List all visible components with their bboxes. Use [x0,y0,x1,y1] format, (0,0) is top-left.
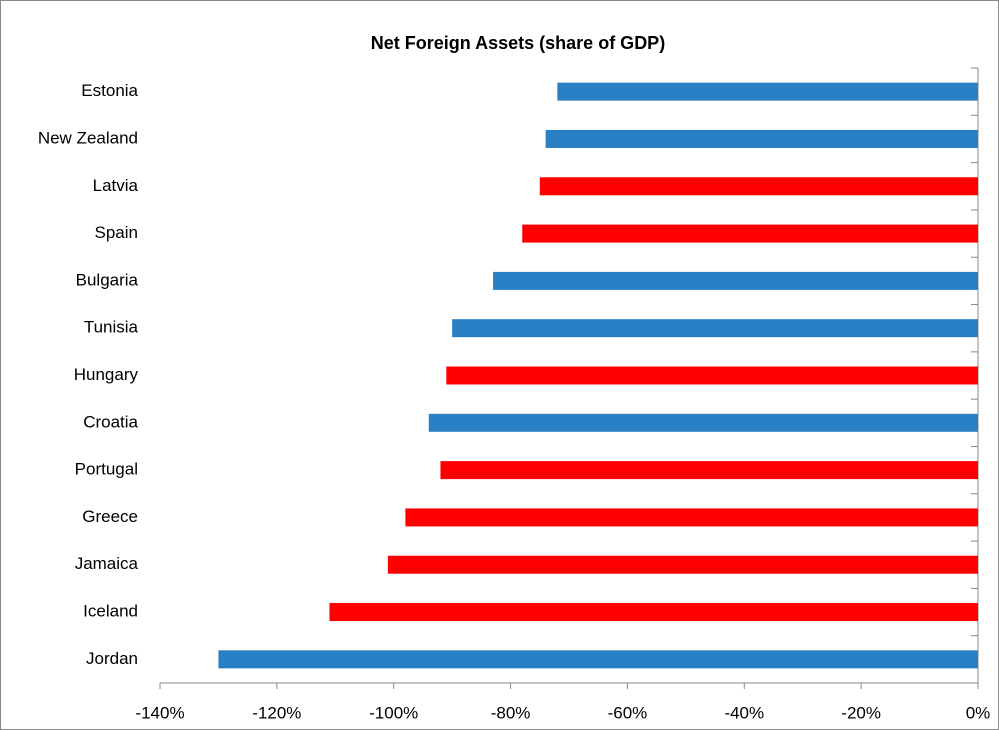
y-tick-label: Croatia [83,412,138,431]
bar [522,224,978,243]
y-tick-label: Tunisia [84,318,139,337]
bar [446,366,978,385]
x-tick-label: -140% [135,703,184,722]
y-tick-label: New Zealand [38,128,138,147]
bar [329,603,978,622]
y-tick-label: Jamaica [75,554,139,573]
bar [539,177,978,196]
y-tick-label: Bulgaria [76,270,139,289]
bar [440,461,978,480]
bar [493,271,978,290]
bar [405,508,978,527]
y-tick-label: Latvia [93,176,139,195]
bar [557,82,978,101]
y-tick-label: Hungary [74,365,139,384]
bar [452,319,979,338]
x-tick-label: -40% [724,703,764,722]
bar [428,413,978,432]
x-tick-label: -60% [608,703,648,722]
x-tick-label: -120% [252,703,301,722]
y-tick-label: Iceland [83,602,138,621]
x-tick-label: 0% [966,703,991,722]
y-tick-label: Estonia [81,81,138,100]
chart-title: Net Foreign Assets (share of GDP) [371,33,665,53]
x-tick-label: -100% [369,703,418,722]
y-tick-label: Spain [95,223,138,242]
y-tick-label: Jordan [86,649,138,668]
bar [387,555,978,574]
y-tick-label: Greece [82,507,138,526]
x-tick-label: -20% [841,703,881,722]
bar [545,129,978,148]
bar [218,650,978,669]
y-tick-label: Portugal [75,460,138,479]
x-tick-label: -80% [491,703,531,722]
